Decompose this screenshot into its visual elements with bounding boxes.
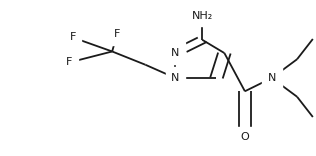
Text: NH₂: NH₂ <box>191 11 213 21</box>
Text: F: F <box>114 29 120 39</box>
Text: O: O <box>240 132 249 142</box>
Text: F: F <box>70 32 76 42</box>
Text: N: N <box>171 73 179 83</box>
Text: F: F <box>66 57 73 67</box>
Text: N: N <box>171 48 179 58</box>
Text: N: N <box>268 73 276 83</box>
